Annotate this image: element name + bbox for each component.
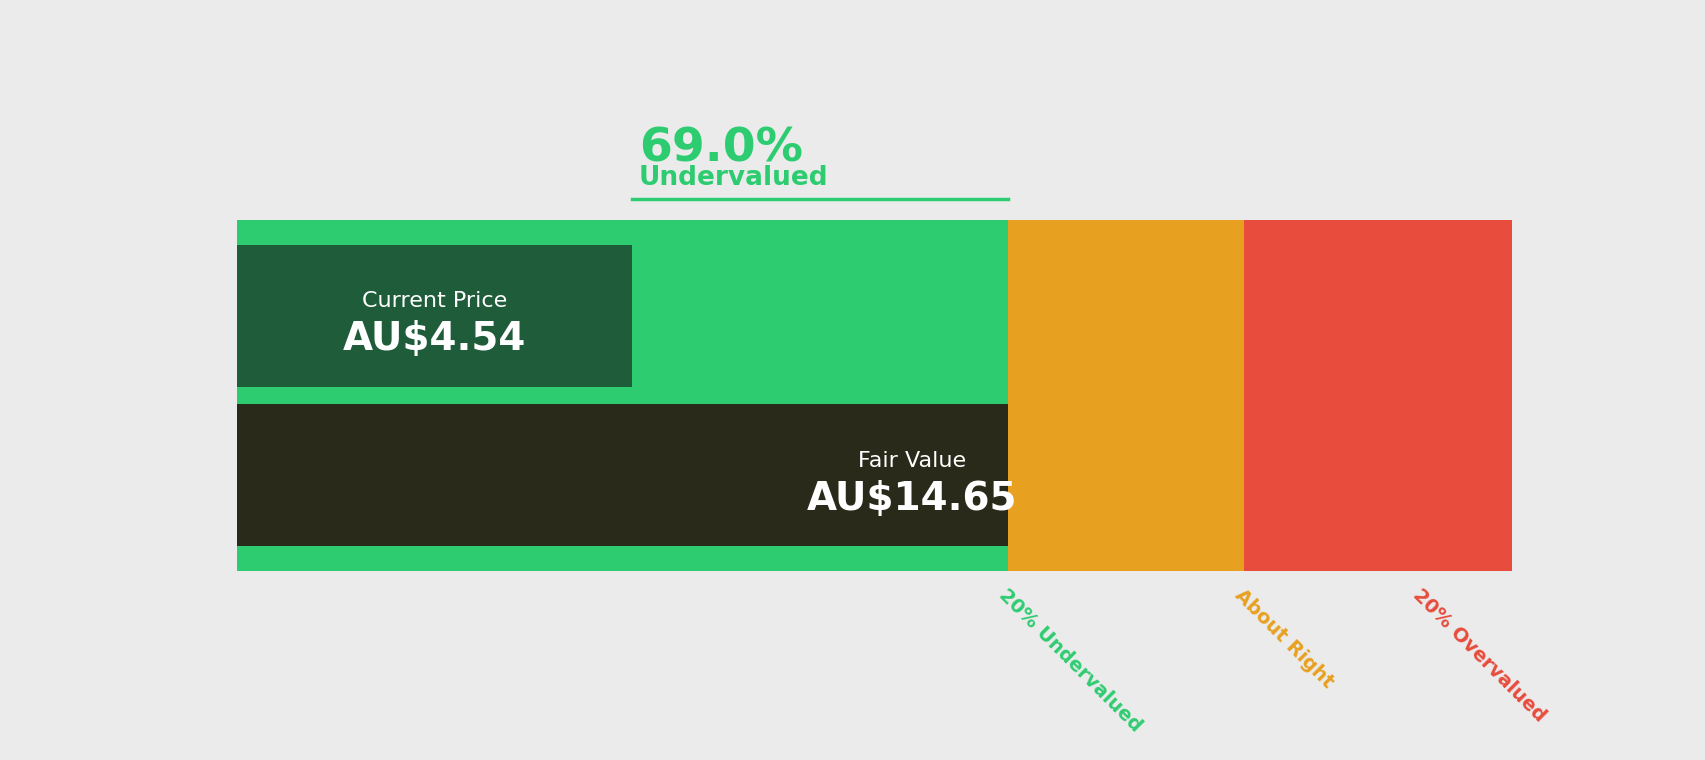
Bar [1008, 220, 1243, 245]
Bar [633, 245, 1008, 387]
Bar [237, 220, 633, 245]
Bar [237, 387, 633, 404]
Text: 69.0%: 69.0% [638, 126, 803, 172]
Bar [1243, 220, 1511, 245]
Text: Current Price: Current Price [361, 291, 506, 311]
Bar [633, 387, 1008, 404]
Bar [1008, 404, 1243, 546]
Text: Fair Value: Fair Value [858, 451, 967, 470]
Bar [1243, 387, 1511, 404]
Bar [633, 220, 1008, 245]
Bar [1008, 387, 1243, 404]
Text: About Right: About Right [1229, 586, 1337, 692]
Text: AU$14.65: AU$14.65 [806, 480, 1018, 518]
Text: AU$4.54: AU$4.54 [343, 320, 525, 358]
Bar [237, 546, 633, 571]
Bar [1008, 245, 1243, 387]
Bar [1243, 245, 1511, 387]
Bar [237, 404, 1008, 546]
Text: 20% Undervalued: 20% Undervalued [994, 586, 1144, 736]
Text: Undervalued: Undervalued [638, 165, 829, 191]
Bar [1008, 546, 1243, 571]
Text: 20% Overvalued: 20% Overvalued [1408, 586, 1548, 726]
Bar [1243, 404, 1511, 546]
Bar [237, 245, 633, 387]
Bar [237, 245, 633, 387]
Bar [633, 404, 1008, 546]
Bar [1243, 546, 1511, 571]
Bar [633, 546, 1008, 571]
Bar [237, 404, 633, 546]
